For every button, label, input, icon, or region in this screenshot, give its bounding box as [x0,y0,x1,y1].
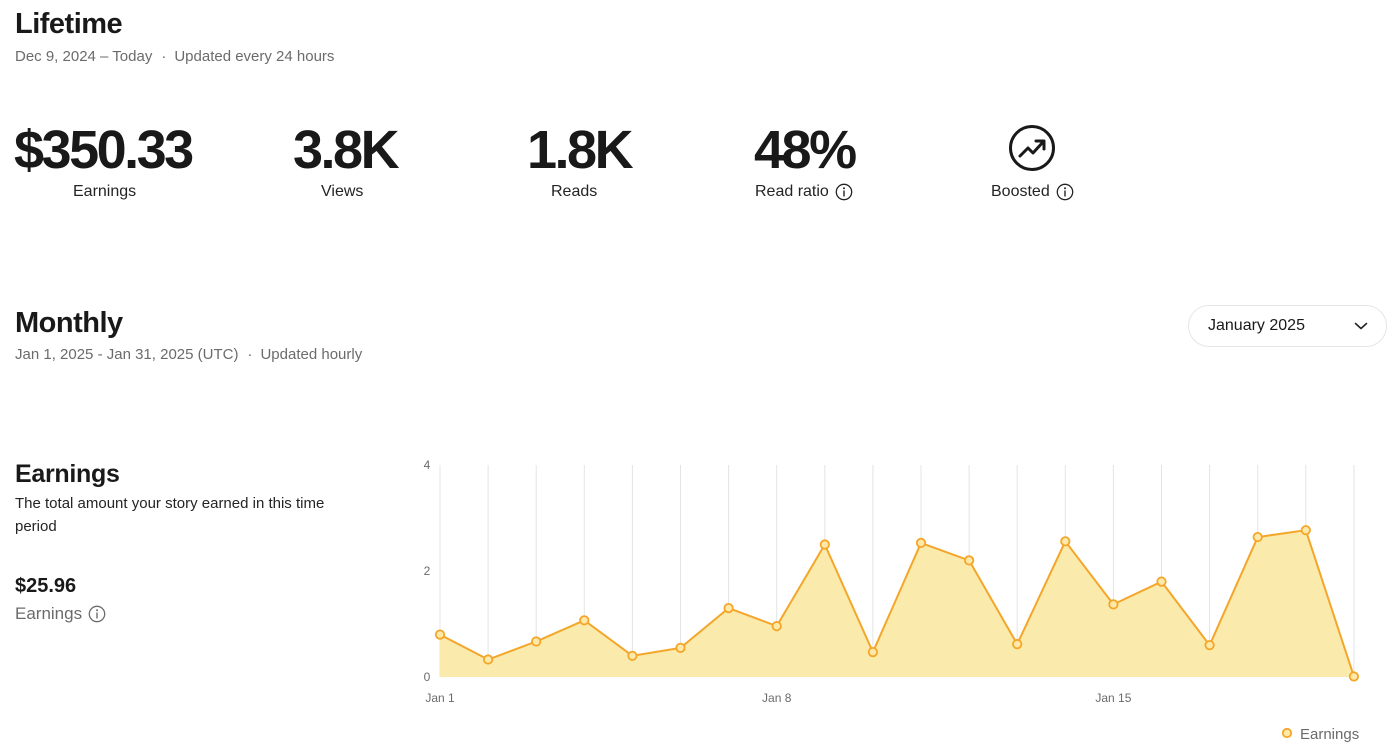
data-point [1108,599,1119,610]
data-point [1300,525,1311,536]
stat-earnings-label: Earnings [73,183,137,200]
stat-earnings-value: $350.33 [14,120,194,180]
data-point [1252,531,1263,543]
legend-label: Earnings [1300,726,1359,743]
stat-boosted-label: Boosted [991,183,1074,201]
lifetime-title: Lifetime [15,8,123,40]
earnings-section-title: Earnings [15,460,120,488]
data-point [434,629,446,640]
earnings-description: The total amount your story earned in th… [15,495,325,535]
data-point [1060,536,1071,547]
stat-read-ratio-label: Read ratio [755,183,853,201]
stat-reads-value: 1.8K [527,120,634,180]
data-point [1156,576,1167,587]
y-tick-label: 2 [424,564,431,578]
x-tick-label: Jan 15 [1095,691,1131,705]
data-point [915,537,927,549]
lifetime-subtitle: Dec 9, 2024 – Today · Updated every 24 hou… [15,48,334,65]
earnings-area [440,530,1354,677]
separator-dot: · [161,48,167,65]
data-point [675,642,686,653]
chevron-down-icon [1354,322,1368,330]
y-tick-label: 0 [424,670,431,684]
data-point [531,636,542,647]
info-icon[interactable] [835,183,853,201]
data-point [627,650,638,661]
lifetime-update-note: Updated every 24 hours [174,48,335,65]
legend-marker [1281,727,1293,739]
stat-views-value: 3.8K [293,120,400,180]
month-select-value: January 2025 [1208,317,1305,334]
x-tick-label: Jan 8 [762,691,792,705]
data-point [579,615,590,626]
data-point [1348,671,1360,682]
data-point [963,555,975,566]
data-point [482,654,494,665]
stat-reads-label: Reads [551,183,598,200]
data-point [867,646,879,658]
stat-views-label: Views [321,183,364,200]
data-point [723,602,734,614]
earnings-amount: $25.96 [15,575,77,597]
stat-read-ratio-value: 48% [754,120,857,180]
info-icon[interactable] [88,605,106,623]
monthly-subtitle: Jan 1, 2025 - Jan 31, 2025 (UTC) · Updated… [15,346,362,363]
monthly-date-range: Jan 1, 2025 - Jan 31, 2025 (UTC) [15,346,239,363]
x-tick-label: Jan 1 [425,691,455,705]
separator-dot: · [247,346,253,363]
monthly-title: Monthly [15,307,123,339]
earnings-label: Earnings [15,604,106,624]
lifetime-date-range: Dec 9, 2024 – Today [15,48,153,65]
trending-up-circle-icon [1008,124,1056,177]
info-icon[interactable] [1056,183,1074,201]
y-tick-label: 4 [424,458,431,472]
data-point [1204,640,1215,651]
data-point [771,621,782,632]
month-select-dropdown[interactable]: January 2025 [1188,305,1387,347]
data-point [1012,639,1023,650]
data-point [819,539,830,550]
monthly-update-note: Updated hourly [260,346,363,363]
earnings-line [439,529,1355,677]
